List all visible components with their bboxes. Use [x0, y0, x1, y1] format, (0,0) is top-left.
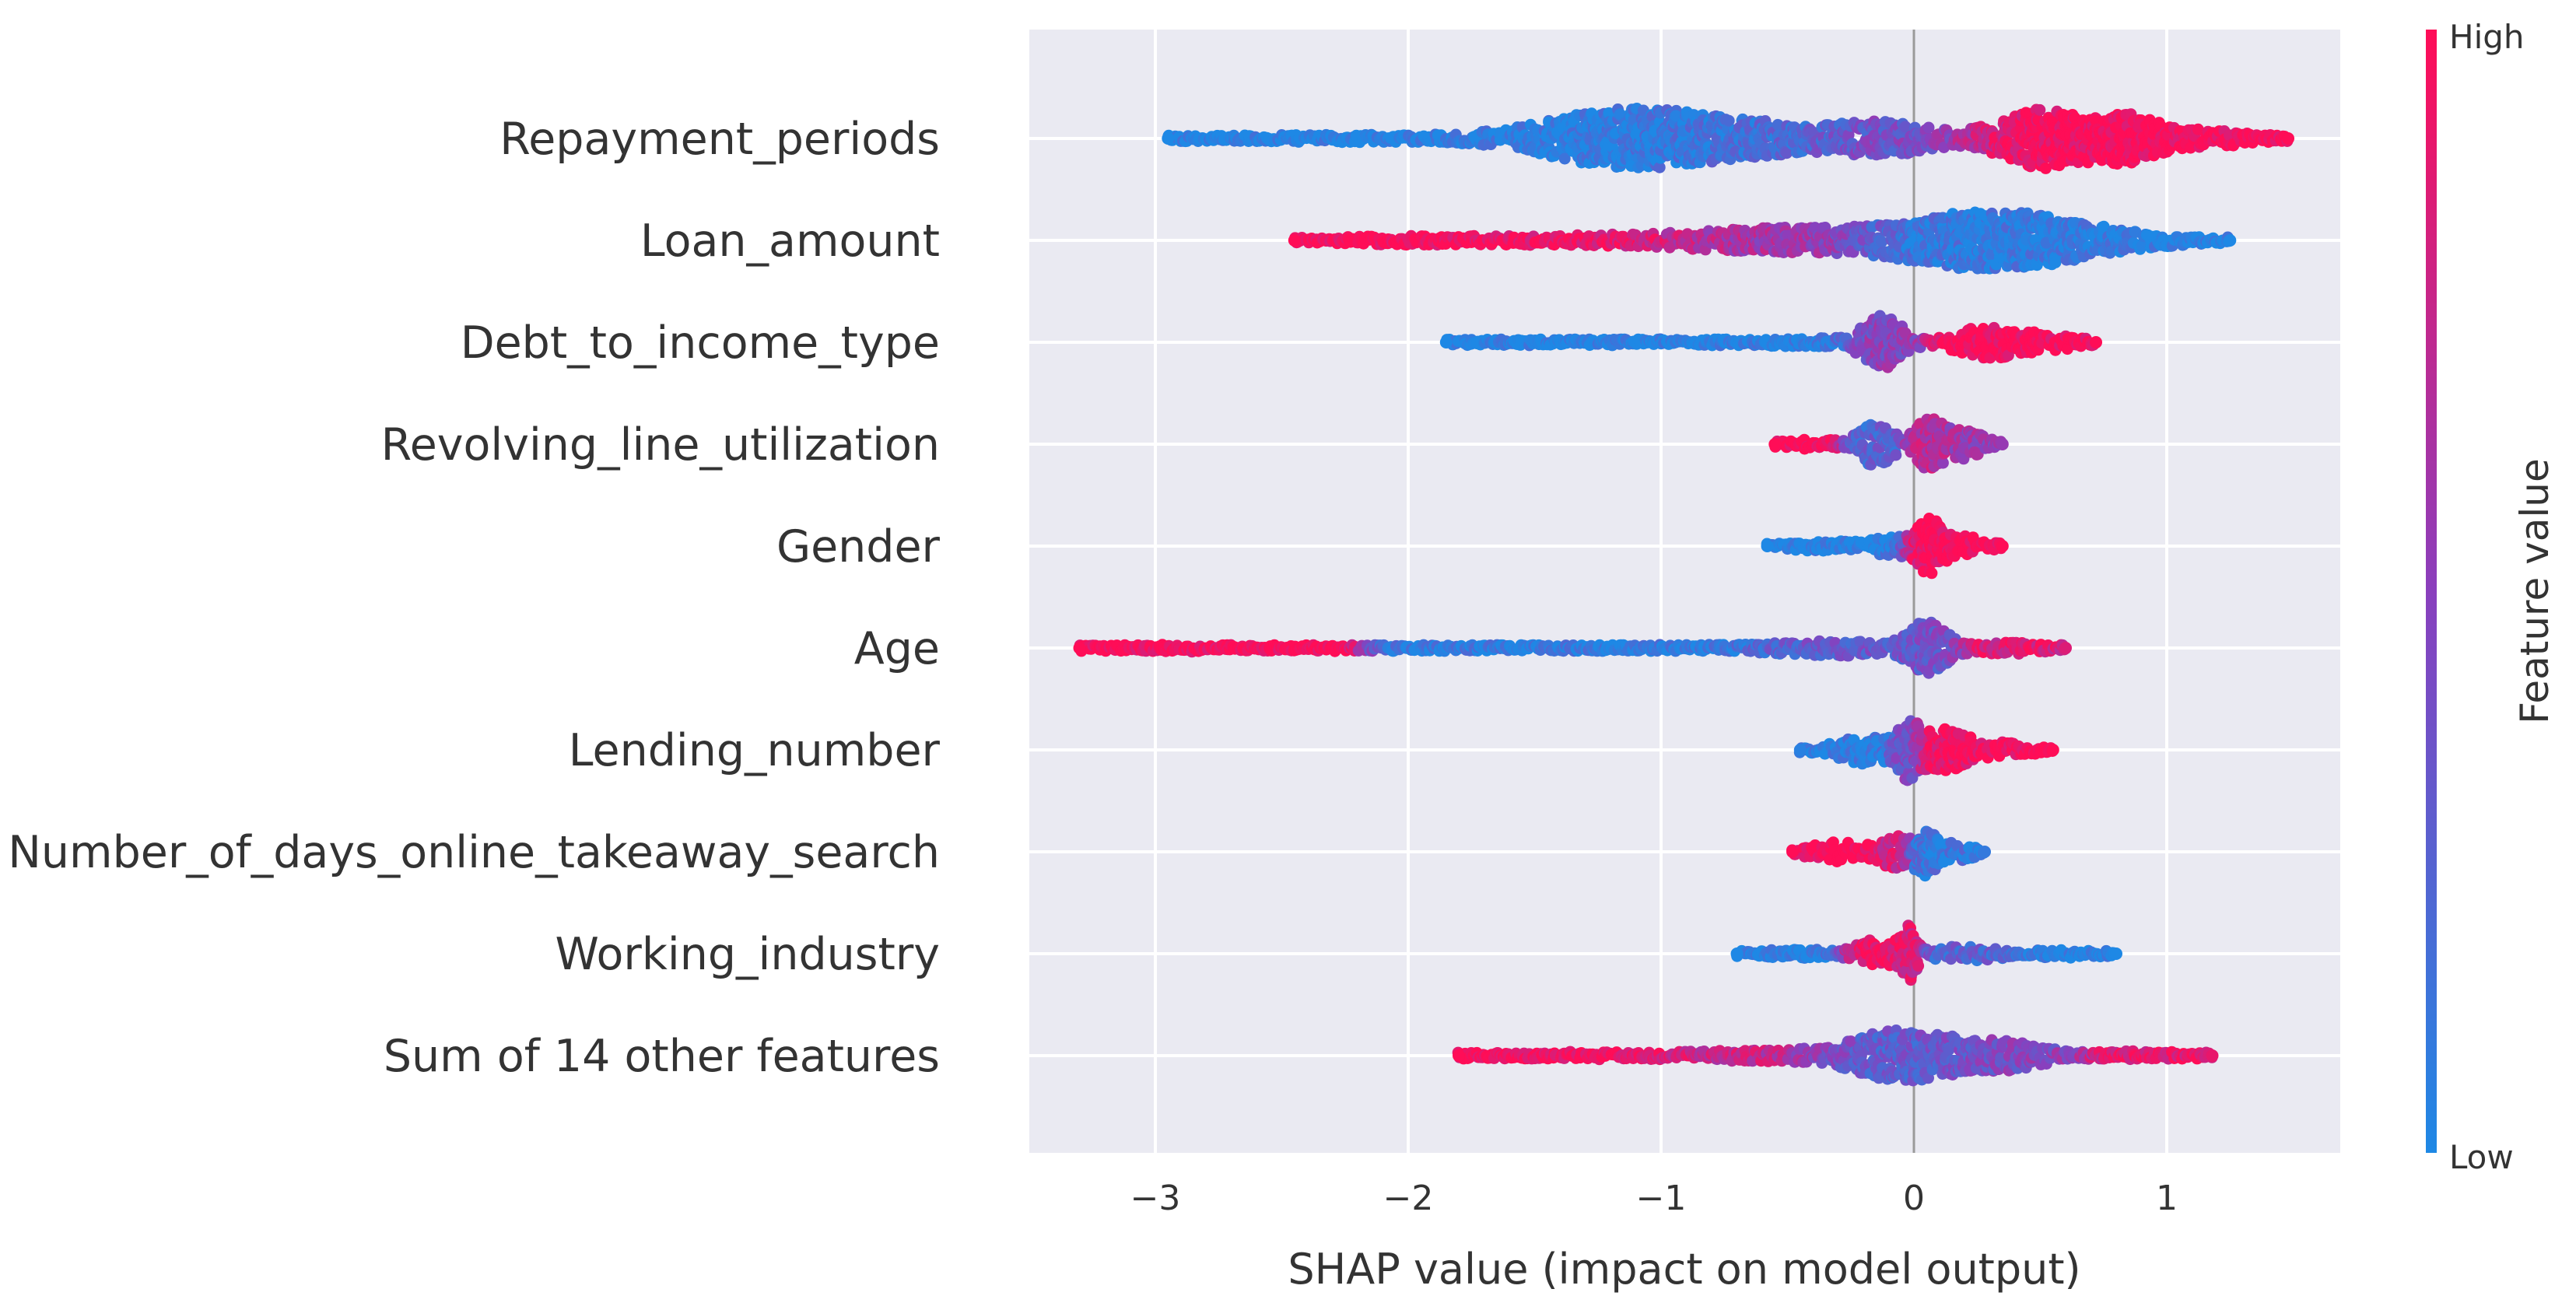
- shap-point: [2059, 642, 2072, 654]
- shap-point: [1890, 449, 1902, 461]
- shap-point: [1786, 846, 1799, 858]
- shap-point: [1922, 121, 1935, 134]
- shap-point: [1938, 142, 1950, 153]
- shap-point: [1558, 152, 1571, 165]
- shap-point: [1978, 846, 1991, 858]
- shap-point: [2282, 132, 2294, 145]
- shap-point: [1614, 108, 1626, 121]
- shap-point: [2090, 336, 2102, 349]
- shap-point: [2034, 103, 2046, 116]
- shap-point: [2224, 234, 2237, 247]
- shap-point: [1162, 132, 1175, 145]
- shap-point: [1899, 121, 1912, 133]
- shap-point: [1996, 438, 2009, 450]
- shap-point: [1926, 567, 1938, 580]
- beeswarm-points: [1073, 103, 2294, 1087]
- shap-point: [1723, 114, 1735, 127]
- shap-point: [1876, 236, 1888, 248]
- shap-point: [1772, 118, 1784, 131]
- shap-point: [1653, 161, 1666, 173]
- shap-point: [1073, 642, 1086, 654]
- shap-point: [2046, 744, 2059, 756]
- shap-point: [1288, 234, 1301, 247]
- shap-point: [1670, 110, 1682, 122]
- shap-point: [1761, 540, 1774, 552]
- shap-point: [1793, 744, 1807, 756]
- feature-row-points: [1162, 103, 2294, 174]
- shap-point: [1768, 438, 1782, 450]
- shap-point: [1842, 128, 1855, 141]
- plot-background: [1029, 30, 2340, 1153]
- shap-point: [1439, 336, 1453, 349]
- shap-point: [1996, 540, 2009, 552]
- shap-point: [1781, 147, 1793, 159]
